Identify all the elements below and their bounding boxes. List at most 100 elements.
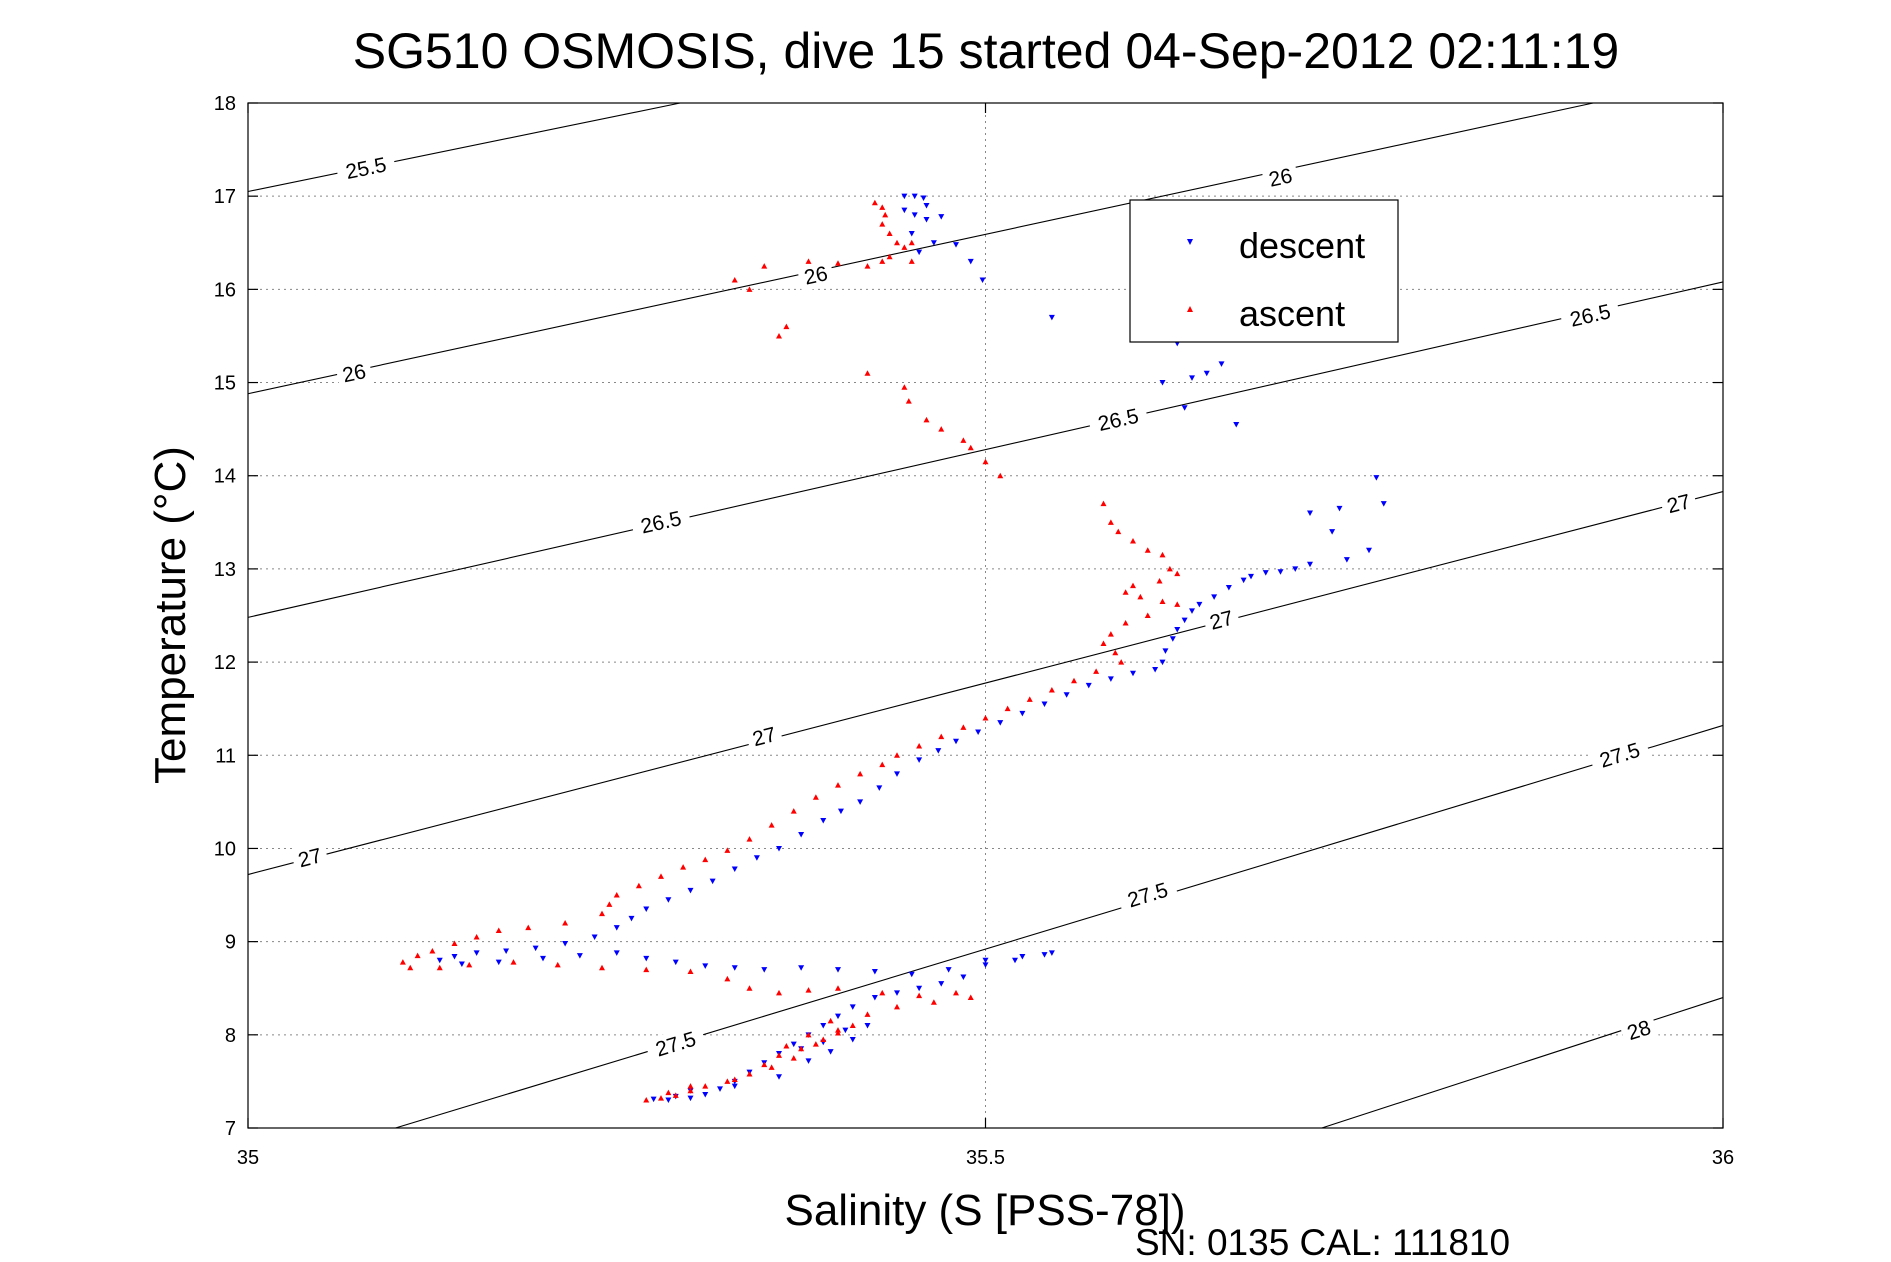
descent-point	[916, 985, 923, 992]
density-contour-label: 27	[296, 844, 324, 872]
descent-point	[798, 831, 805, 838]
descent-point	[908, 971, 915, 978]
y-tick-label: 11	[215, 745, 236, 767]
descent-point	[842, 1027, 849, 1034]
ascent-point	[1144, 547, 1151, 553]
descent-point	[687, 1095, 694, 1102]
descent-point	[650, 1096, 657, 1103]
ascent-point	[473, 933, 480, 940]
ascent-point	[643, 1097, 650, 1103]
descent-point	[1277, 569, 1284, 575]
ascent-point	[746, 286, 753, 292]
y-tick-label: 17	[214, 186, 236, 208]
ascent-point	[886, 253, 893, 260]
contour-label-background	[1261, 161, 1300, 194]
descent-point	[562, 941, 569, 947]
ascent-point	[776, 989, 782, 996]
ascent-point	[658, 1095, 664, 1101]
descent-point	[837, 808, 844, 815]
descent-point	[1203, 370, 1210, 377]
ascent-point	[687, 968, 694, 974]
ascent-point	[835, 782, 841, 788]
legend-ascent-label: ascent	[1239, 293, 1345, 334]
ascent-point	[1130, 582, 1136, 589]
descent-point	[1019, 710, 1026, 717]
density-contour-label-group: 27	[290, 840, 330, 875]
contour-label-background	[334, 356, 374, 390]
ascent-point	[702, 856, 709, 863]
ascent-point	[783, 1043, 790, 1049]
density-contour-27	[247, 491, 1724, 876]
density-contour-label-group: 28	[1618, 1012, 1660, 1048]
descent-point	[798, 965, 805, 971]
ascent-point	[857, 770, 864, 777]
descent-point	[1248, 573, 1254, 580]
descent-point	[576, 953, 583, 959]
ascent-point	[1048, 687, 1055, 693]
x-tick-label: 36	[1712, 1147, 1734, 1169]
ascent-point	[724, 847, 731, 853]
descent-point	[901, 207, 908, 214]
ascent-point	[916, 742, 923, 749]
ascent-point	[768, 1064, 775, 1070]
descent-point	[820, 1023, 827, 1029]
descent-point	[894, 771, 900, 777]
x-axis-ticks: 35 35.5 36	[237, 103, 1734, 1169]
descent-point	[857, 799, 864, 805]
ascent-point	[835, 1029, 841, 1036]
ascent-point	[894, 239, 900, 246]
ascent-point	[790, 1055, 797, 1061]
ascent-point	[953, 989, 959, 996]
descent-point	[923, 203, 930, 209]
descent-point	[532, 945, 539, 952]
contour-label-background	[644, 1023, 708, 1065]
descent-point	[960, 974, 967, 981]
descent-point	[967, 258, 974, 265]
descent-point	[1159, 380, 1166, 386]
descent-point	[503, 948, 510, 954]
y-axis-ticks: 7 8 9 10 11 12 13 14 15 16 17 18	[214, 93, 1723, 1140]
ascent-point	[746, 1070, 753, 1077]
contour-label-background	[1087, 400, 1150, 439]
contour-label-background	[1588, 734, 1652, 777]
descent-point	[901, 193, 908, 200]
ascent-point	[930, 999, 937, 1005]
descent-point	[436, 957, 443, 964]
ascent-point	[1130, 537, 1136, 544]
descent-point	[1262, 570, 1269, 576]
density-contour-label: 26	[1267, 164, 1295, 191]
x-tick-label: 35	[237, 1147, 259, 1169]
ascent-point	[805, 987, 812, 993]
descent-point	[916, 249, 923, 256]
descent-point	[1085, 682, 1092, 689]
descent-point	[1240, 577, 1247, 584]
density-contour-label: 26	[340, 360, 368, 387]
ascent-series	[399, 199, 1181, 1103]
contour-label-background	[1659, 486, 1699, 521]
descent-point	[1307, 510, 1313, 516]
y-tick-label: 12	[214, 652, 236, 674]
descent-point	[1307, 561, 1313, 568]
descent-point	[920, 195, 927, 202]
ascent-point	[731, 1076, 738, 1083]
descent-point	[1041, 952, 1048, 958]
ascent-point	[849, 1022, 856, 1028]
ascent-point	[982, 715, 989, 721]
ascent-point	[761, 1061, 768, 1068]
ascent-point	[812, 794, 819, 800]
ascent-point	[1156, 578, 1163, 584]
descent-point	[761, 967, 768, 973]
ascent-point	[702, 1083, 709, 1089]
ascent-point	[805, 258, 812, 264]
descent-point	[935, 748, 942, 754]
descent-point	[1211, 594, 1218, 600]
density-contour-27.5	[395, 724, 1724, 1129]
descent-point	[1196, 601, 1203, 608]
ascent-point	[436, 964, 443, 971]
descent-point	[876, 785, 883, 791]
ascent-point	[882, 211, 889, 218]
ascent-point	[1137, 593, 1144, 600]
ascent-point	[1122, 589, 1129, 595]
descent-point	[1162, 648, 1169, 654]
ascent-point	[495, 927, 502, 933]
